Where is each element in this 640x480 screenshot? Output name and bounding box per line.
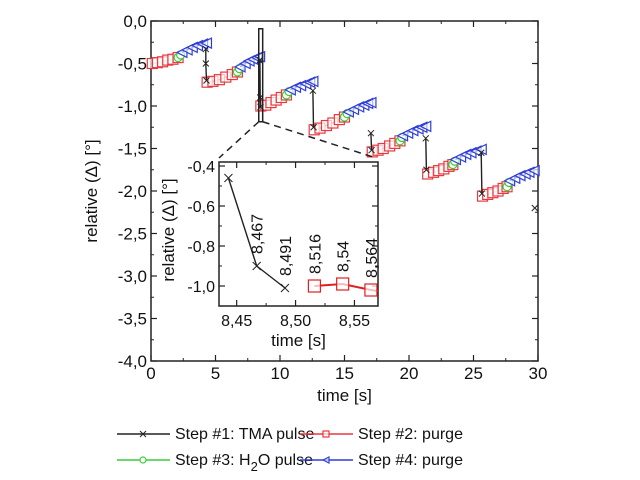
zoom-connector-left <box>218 121 260 159</box>
legend-marker <box>139 430 147 438</box>
legend-label-suffix: O pulse <box>258 452 313 469</box>
inset-y-tick-label: -0,6 <box>187 199 215 216</box>
legend-item: Step #4: purge <box>300 452 463 469</box>
inset-annotation: 8,564 <box>364 238 381 278</box>
inset-annotation: 8,467 <box>250 214 267 254</box>
legend-marker <box>322 430 330 438</box>
inset-series-1 <box>307 277 378 297</box>
x-tick-label: 5 <box>211 364 220 383</box>
y-tick-label: -3,0 <box>118 267 147 286</box>
data-point <box>368 146 375 154</box>
x-tick-label: 30 <box>529 364 548 383</box>
data-point <box>423 166 430 174</box>
data-point <box>306 75 319 88</box>
x-tick-label: 15 <box>335 364 354 383</box>
data-point <box>477 149 485 157</box>
legend: Step #1: TMA pulse Step #2: purge Step #3:… <box>117 426 463 474</box>
y-tick-label: -2,0 <box>118 182 147 201</box>
inset-annotation: 8,516 <box>307 234 324 274</box>
legend-label: Step #3: H2O pulse <box>175 452 313 474</box>
y-tick-label: -1,5 <box>118 140 147 159</box>
inset-x-tick-label: 8,50 <box>280 313 311 330</box>
inset-data-point <box>252 261 262 271</box>
inset-annotation: 8,54 <box>336 241 353 272</box>
data-point <box>364 96 377 109</box>
data-point <box>478 190 486 197</box>
data-point <box>474 143 487 156</box>
y-axis-title: relative (Δ) [°] <box>82 139 101 242</box>
legend-item: Step #3: H2O pulse <box>117 452 313 474</box>
inset-x-tick-label: 8,55 <box>339 313 370 330</box>
inset-y-tick-label: -0,4 <box>187 159 215 176</box>
data-point <box>256 56 264 64</box>
y-tick-label: -3,5 <box>118 310 147 329</box>
legend-marker <box>139 456 147 464</box>
inset-x-axis-title: time [s] <box>271 331 326 350</box>
inset-frame <box>218 161 379 307</box>
inset-series-group <box>224 173 378 297</box>
legend-label-subscript: 2 <box>251 459 258 474</box>
x-tick-label: 20 <box>400 364 419 383</box>
legend-label-text: Step #3: H <box>175 452 251 469</box>
x-axis-title: time [s] <box>317 386 372 405</box>
legend-label-text: Step #1: TMA pulse <box>175 426 314 443</box>
zoom-box <box>257 28 264 123</box>
data-point <box>202 45 210 53</box>
inset-data-point <box>280 283 290 293</box>
legend-label: Step #1: TMA pulse <box>175 426 314 443</box>
data-point <box>309 87 317 95</box>
series-0 <box>202 45 539 212</box>
inset-data-point <box>307 279 321 293</box>
legend-label-text: Step #2: purge <box>358 426 463 443</box>
data-point <box>200 37 213 50</box>
legend-marker <box>321 456 330 464</box>
inset-y-axis-title: relative (Δ) [°] <box>159 178 178 281</box>
zoom-indicator <box>218 28 374 159</box>
inset-data-point <box>336 277 350 291</box>
inset-series-0 <box>224 173 290 293</box>
main-plot: 0 5 10 15 20 25 30 0,0 -0,5 -1,0 -1,5 -2,0 -2,5 -3,0 -… <box>82 12 547 405</box>
series-line <box>370 133 373 151</box>
legend-label: Step #2: purge <box>358 426 463 443</box>
legend-label-text: Step #4: purge <box>358 452 463 469</box>
legend-item: Step #1: TMA pulse <box>117 426 314 443</box>
data-point <box>422 134 430 142</box>
inset-x-tick-label: 8,45 <box>221 313 252 330</box>
data-point <box>202 60 210 67</box>
legend-item: Step #2: purge <box>300 426 463 443</box>
x-tick-label: 25 <box>464 364 483 383</box>
inset-y-tick-label: -0,8 <box>187 239 215 256</box>
inset-data-point <box>224 173 233 183</box>
data-point <box>310 123 317 131</box>
data-point <box>527 164 540 177</box>
inset-annotation: 8,491 <box>278 236 295 276</box>
series-3 <box>175 37 540 187</box>
series-line <box>425 138 428 170</box>
inset-data-point <box>364 283 378 297</box>
inset-y-tick-label: -1,0 <box>187 279 215 296</box>
series-line <box>480 152 483 194</box>
inset-plot: 8,45 8,50 8,55 -0,4 -0,6 -0,8 -1,0 time [s] rela… <box>159 159 381 350</box>
x-tick-label: 10 <box>271 364 290 383</box>
series-line <box>312 90 315 128</box>
data-point <box>203 77 210 84</box>
x-tick-label: 0 <box>146 364 155 383</box>
legend-label: Step #4: purge <box>358 452 463 469</box>
y-tick-label: -2,5 <box>118 225 147 244</box>
y-tick-label: -4,0 <box>118 352 147 371</box>
data-point <box>419 120 432 133</box>
series-line <box>259 60 262 107</box>
zoom-connector-right <box>262 121 374 158</box>
data-point <box>531 204 539 212</box>
data-point <box>367 129 375 137</box>
y-tick-label: 0,0 <box>123 12 147 31</box>
y-tick-label: -0,5 <box>118 55 147 74</box>
y-tick-label: -1,0 <box>118 97 147 116</box>
